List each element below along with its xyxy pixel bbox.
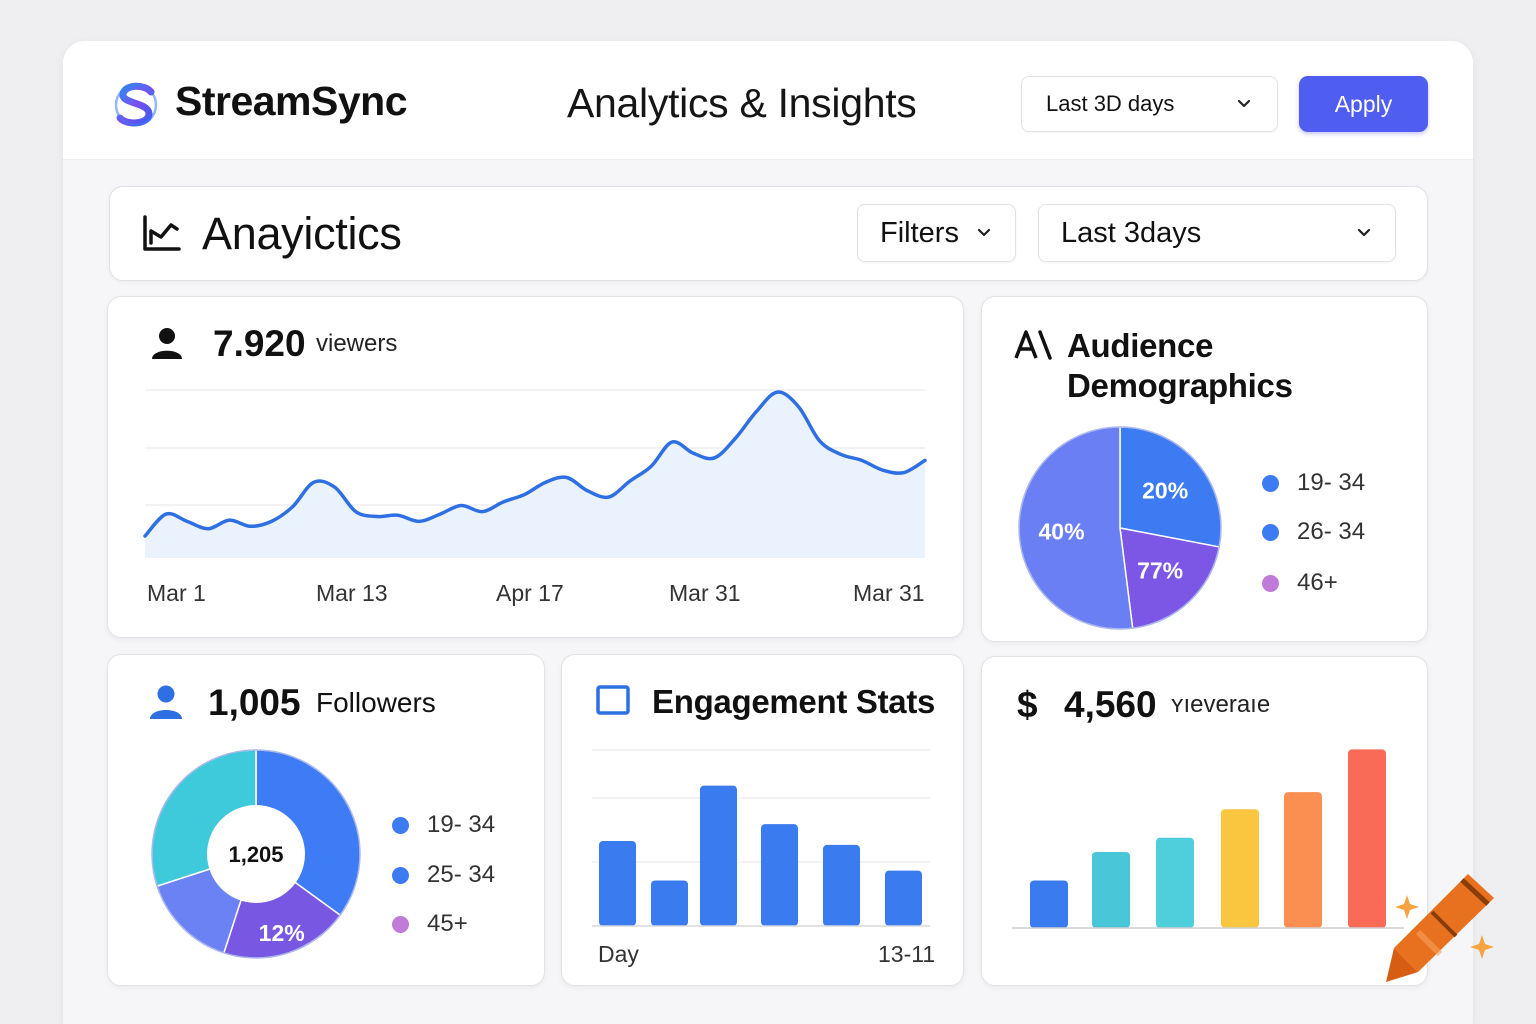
legend-label: 25- 34 — [427, 861, 496, 888]
revenue-bar — [1156, 837, 1194, 928]
date-range-dropdown[interactable]: Last 3D days — [1021, 76, 1278, 132]
x-tick-label: Mar 1 — [147, 580, 206, 606]
followers-count: 1,005 — [208, 682, 301, 723]
user-icon — [150, 685, 182, 719]
page-title: Analytics & Insights — [567, 80, 917, 126]
followers-donut-chart: 12% 1,205 — [151, 749, 361, 959]
date-range-value: Last 3D days — [1046, 91, 1175, 116]
legend-dot — [392, 816, 409, 834]
engagement-bar — [700, 785, 737, 926]
revenue-bar — [1348, 749, 1386, 928]
section-title: Anayictics — [202, 208, 402, 259]
revenue-unit: ʏıeveraıe — [1171, 691, 1271, 718]
legend-label: 19- 34 — [427, 811, 496, 838]
engagement-bar — [823, 844, 860, 926]
audience-icon — [1014, 330, 1052, 360]
followers-center-label: 1,205 — [228, 842, 283, 867]
engagement-bar — [885, 870, 922, 926]
demographics-slice-label: 40% — [1039, 519, 1085, 545]
demographics-pie-chart: 20% 77% 40% — [1018, 426, 1222, 630]
viewers-unit: viewers — [316, 330, 398, 357]
demographics-title: Audience Demographics — [1067, 326, 1293, 406]
viewers-area-chart — [143, 389, 927, 558]
demographics-outline — [1018, 426, 1222, 630]
x-tick-label: Mar 31 — [853, 580, 925, 606]
followers-outline — [151, 749, 361, 959]
engagement-bar — [651, 880, 688, 926]
followers-unit: Followers — [316, 687, 436, 718]
legend-dot — [1262, 474, 1279, 492]
engagement-title: Engagement Stats — [652, 683, 936, 720]
revenue-bar-chart — [1012, 749, 1404, 929]
legend-label: 26- 34 — [1297, 518, 1366, 545]
demographics-title-line1: Audience — [1067, 327, 1214, 364]
legend-dot — [392, 866, 409, 884]
legend-dot — [1262, 523, 1279, 541]
x-tick-label: Day — [598, 941, 639, 967]
legend-label: 45+ — [427, 910, 468, 937]
filters-dropdown[interactable]: Filters — [857, 204, 1016, 262]
demographics-slice-label: 77% — [1137, 558, 1183, 584]
revenue-bar — [1221, 809, 1259, 928]
chevron-down-icon — [977, 228, 991, 237]
followers-slice-label: 12% — [259, 920, 305, 946]
line-chart-icon — [143, 215, 181, 251]
streamsync-logo-icon — [114, 82, 158, 127]
revenue-bar — [1030, 880, 1068, 928]
filters-label: Filters — [880, 216, 959, 249]
legend-label: 19- 34 — [1297, 469, 1366, 496]
viewers-series-line — [143, 390, 927, 538]
revenue-amount: 4,560 — [1064, 684, 1157, 725]
chevron-down-icon — [1237, 99, 1251, 108]
demographics-slice-label: 20% — [1142, 478, 1188, 504]
engagement-bar-chart — [592, 749, 930, 927]
engagement-bar — [761, 824, 798, 926]
legend-dot — [1262, 574, 1279, 592]
brand-name: StreamSync — [175, 78, 408, 124]
crayon-icon — [1386, 874, 1494, 982]
square-icon — [596, 685, 630, 715]
legend-dot — [392, 915, 409, 933]
revenue-bar — [1284, 792, 1322, 928]
donut-hole — [207, 805, 305, 903]
legend-item: 45+ — [392, 910, 468, 938]
legend-label: 46+ — [1297, 569, 1338, 596]
chevron-down-icon — [1357, 228, 1371, 237]
dollar-icon: $ — [1017, 684, 1038, 725]
legend-item: 19- 34 — [392, 811, 495, 839]
demographics-title-line2: Demographics — [1067, 367, 1293, 404]
legend-item: 19- 34 — [1262, 469, 1365, 497]
x-tick-label: Mar 31 — [669, 580, 741, 606]
legend-item: 46+ — [1262, 569, 1338, 597]
legend-item: 25- 34 — [392, 861, 495, 889]
legend-item: 26- 34 — [1262, 518, 1365, 546]
x-tick-label: Apr 17 — [496, 580, 564, 606]
viewers-area-fill — [145, 392, 925, 558]
days-range-dropdown[interactable]: Last 3days — [1038, 204, 1396, 262]
engagement-bar — [599, 840, 636, 926]
apply-button[interactable]: Apply — [1299, 76, 1428, 132]
viewers-count: 7.920 — [213, 323, 306, 364]
x-tick-label: 13-11 — [878, 941, 936, 967]
revenue-bar — [1092, 852, 1130, 928]
x-tick-label: Mar 13 — [316, 580, 388, 606]
days-range-value: Last 3days — [1061, 216, 1202, 249]
user-icon — [152, 328, 182, 359]
